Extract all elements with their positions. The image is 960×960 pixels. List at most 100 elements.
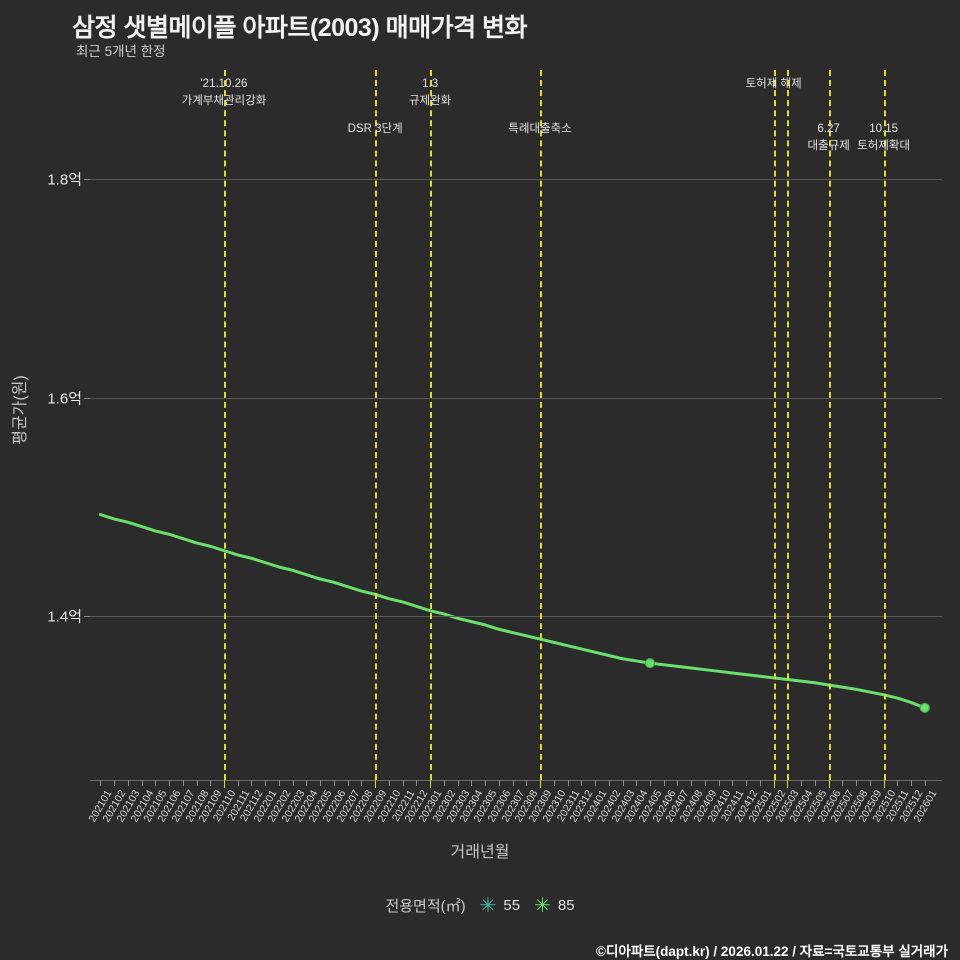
x-axis-tick [265, 780, 267, 786]
event-annotation-name: 토허제 해제 [745, 78, 802, 90]
x-axis-tick [100, 780, 102, 786]
x-axis-tick [320, 780, 322, 786]
event-marker-line [540, 70, 543, 780]
event-annotation-name: 가계부채관리강화 [181, 94, 267, 107]
x-axis-tick [787, 780, 789, 788]
x-axis-tick [416, 780, 418, 786]
x-axis-tick [278, 780, 280, 786]
event-marker-line [787, 70, 790, 780]
x-axis-tick [553, 780, 555, 786]
x-axis-tick [210, 780, 212, 786]
x-axis-tick [347, 780, 349, 786]
x-axis-tick [306, 780, 308, 786]
event-annotation: 1.3 규제완화 [409, 76, 451, 109]
x-axis-tick [869, 780, 871, 786]
x-axis-tick [457, 780, 459, 786]
x-axis-tick [746, 780, 748, 786]
x-axis-tick [430, 780, 432, 788]
x-axis-tick [595, 780, 597, 786]
x-axis-tick [333, 780, 335, 786]
x-axis-tick [443, 780, 445, 786]
x-axis-tick [471, 780, 473, 786]
legend-item-85[interactable]: ✳ 85 [534, 896, 574, 916]
x-axis-tick [608, 780, 610, 786]
x-axis-tick [828, 780, 830, 788]
page-title: 삼정 샛별메이플 아파트(2003) 매매가격 변화 [72, 14, 528, 42]
event-annotation: 6.27 대출규제 [807, 121, 849, 154]
event-marker-line [375, 70, 378, 780]
x-axis-tick [402, 780, 404, 786]
x-axis-tick [801, 780, 803, 786]
x-axis-tick [704, 780, 706, 786]
x-axis-tick [292, 780, 294, 786]
legend-title: 전용면적(㎡) [385, 898, 466, 915]
y-axis-tick [84, 397, 90, 399]
event-annotation-date: '21.10.26 [200, 78, 248, 90]
x-axis-tick [897, 780, 899, 786]
event-annotation-name: 토허제확대 [857, 139, 911, 152]
plot-area: 1.4억 1.6억 1.8억 202101 202102 202103 202104 2021… [47, 70, 942, 824]
gridline [90, 179, 942, 181]
x-axis-tick [649, 780, 651, 786]
x-axis-tick [911, 780, 913, 786]
x-axis-tick [361, 780, 363, 786]
x-axis-tick [732, 780, 734, 786]
x-axis-tick [127, 780, 129, 786]
event-annotation-name: 특례대출축소 [508, 123, 572, 135]
series-svg [98, 513, 930, 714]
y-axis-label: 1.4억 [47, 608, 82, 626]
event-annotation-date: 6.27 [817, 123, 840, 135]
x-axis-tick [196, 780, 198, 786]
y-axis-label: 1.6억 [47, 390, 82, 408]
event-annotation-name: 대출규제 [807, 139, 850, 152]
event-annotation: 10.15 토허제확대 [857, 121, 910, 154]
event-annotation: DSR 3단계 [348, 121, 403, 138]
x-axis-tick [141, 780, 143, 786]
event-marker-line [430, 70, 433, 780]
legend-marker-icon: ✳ [534, 894, 551, 917]
page-subtitle: 최근 5개년 한정 [76, 44, 166, 59]
x-axis-tick [375, 780, 377, 788]
event-marker-line [828, 70, 831, 780]
event-annotation-name: DSR 3단계 [347, 123, 403, 135]
gridline [90, 616, 942, 618]
x-axis-tick [718, 780, 720, 786]
legend-item-55[interactable]: ✳ 55 [480, 896, 520, 916]
y-axis-tick [84, 179, 90, 181]
x-axis-tick [485, 780, 487, 786]
footer-credit: ©디아파트(dapt.kr) / 2026.01.22 / 자료=국토교통부 실… [596, 944, 948, 959]
x-axis-tick [114, 780, 116, 786]
x-axis-tick [223, 780, 225, 788]
x-axis-tick [856, 780, 858, 786]
x-axis-tick [251, 780, 253, 786]
event-annotation-date: 1.3 [422, 78, 439, 90]
x-axis-tick [759, 780, 761, 786]
y-axis-title: 평균가(원) [12, 375, 29, 445]
x-axis-tick [773, 780, 775, 788]
x-axis-tick [498, 780, 500, 786]
x-axis-tick [182, 780, 184, 786]
x-axis-title: 거래년월 [450, 844, 510, 861]
x-axis-tick [924, 780, 926, 786]
event-annotation-name: 규제완화 [408, 94, 452, 107]
x-axis-tick [636, 780, 638, 786]
event-annotation: '21.10.26 가계부채관리강화 [182, 76, 267, 109]
legend-marker-icon: ✳ [479, 894, 497, 917]
x-axis-tick [677, 780, 679, 786]
x-axis-tick [581, 780, 583, 786]
gridline [90, 397, 942, 399]
x-axis-tick [540, 780, 542, 788]
y-axis-tick [84, 616, 90, 618]
x-axis-tick [842, 780, 844, 786]
y-axis-label: 1.8억 [47, 171, 82, 189]
legend: 전용면적(㎡) ✳ 55 ✳ 85 [0, 895, 960, 916]
x-axis-tick [526, 780, 528, 786]
data-point-marker [644, 658, 656, 669]
event-marker-line [883, 70, 886, 780]
event-marker-line [773, 70, 776, 780]
x-axis-tick [567, 780, 569, 786]
event-marker-line [223, 70, 226, 780]
x-axis-tick [883, 780, 885, 788]
x-axis-tick [814, 780, 816, 786]
